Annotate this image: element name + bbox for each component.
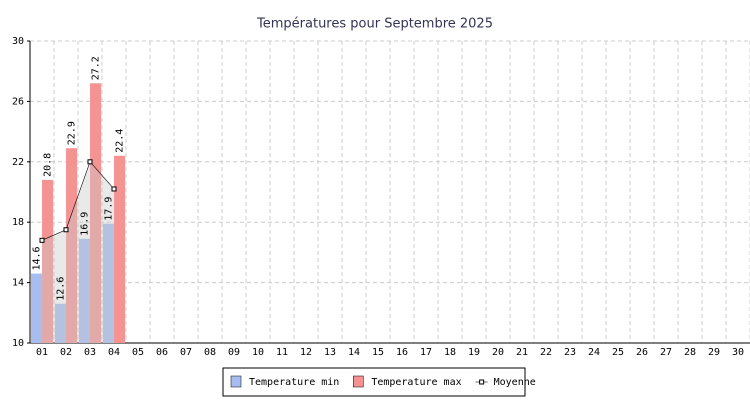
x-tick-label: 28 (684, 347, 696, 358)
x-tick-label: 01 (36, 347, 48, 358)
x-tick-label: 15 (372, 347, 384, 358)
legend-label: Temperature min (249, 377, 339, 388)
bar (79, 238, 91, 343)
value-label: 16.9 (80, 212, 91, 236)
x-tick-label: 08 (204, 347, 216, 358)
value-label: 12.6 (56, 277, 67, 301)
x-tick-label: 20 (492, 347, 504, 358)
legend-swatch (230, 375, 242, 388)
x-tick-label: 22 (540, 347, 552, 358)
x-tick-label: 24 (588, 347, 600, 358)
value-label: 22.9 (67, 121, 78, 145)
x-tick-label: 16 (396, 347, 408, 358)
x-tick-label: 11 (276, 347, 288, 358)
x-tick-label: 30 (732, 347, 744, 358)
y-tick-label: 22 (12, 157, 24, 168)
x-tick-label: 23 (564, 347, 576, 358)
legend-box (222, 367, 526, 397)
bar (66, 148, 78, 343)
bar (31, 273, 43, 343)
legend-label: Temperature max (371, 377, 461, 388)
value-label: 20.8 (43, 153, 54, 177)
y-tick-label: 26 (12, 96, 24, 107)
x-tick-label: 21 (516, 347, 528, 358)
value-label: 17.9 (104, 197, 115, 221)
x-tick-label: 06 (156, 347, 168, 358)
bar (103, 223, 115, 343)
line-point (63, 227, 69, 233)
line-point (39, 237, 45, 243)
chart-title: Températures pour Septembre 2025 (256, 17, 493, 32)
x-tick-label: 07 (180, 347, 192, 358)
x-tick-label: 12 (300, 347, 312, 358)
x-tick-label: 02 (60, 347, 72, 358)
x-tick-label: 25 (612, 347, 624, 358)
x-tick-label: 18 (444, 347, 456, 358)
x-tick-label: 17 (420, 347, 432, 358)
x-tick-label: 04 (108, 347, 120, 358)
x-tick-label: 27 (660, 347, 672, 358)
bar (114, 155, 126, 343)
value-label: 27.2 (91, 56, 102, 80)
x-tick-label: 13 (324, 347, 336, 358)
value-label: 14.6 (32, 246, 43, 270)
x-tick-label: 29 (708, 347, 720, 358)
x-tick-label: 09 (228, 347, 240, 358)
bar (90, 83, 102, 343)
x-tick-label: 26 (636, 347, 648, 358)
y-tick-label: 10 (12, 338, 24, 349)
x-tick-label: 10 (252, 347, 264, 358)
value-label: 22.4 (115, 129, 126, 153)
y-tick-label: 18 (12, 217, 24, 228)
line (41, 161, 115, 241)
x-tick-label: 14 (348, 347, 360, 358)
legend-swatch (353, 375, 364, 388)
line-area (42, 161, 114, 343)
bar (42, 179, 54, 343)
line-point (87, 159, 93, 165)
bar (55, 303, 67, 343)
x-tick-label: 05 (132, 347, 144, 358)
legend-label: Moyenne (494, 377, 536, 388)
y-tick-label: 30 (12, 36, 24, 47)
legend-swatch (479, 379, 485, 385)
x-tick-label: 03 (84, 347, 96, 358)
y-tick-label: 14 (12, 278, 24, 289)
x-tick-label: 19 (468, 347, 480, 358)
line-point (111, 186, 117, 192)
